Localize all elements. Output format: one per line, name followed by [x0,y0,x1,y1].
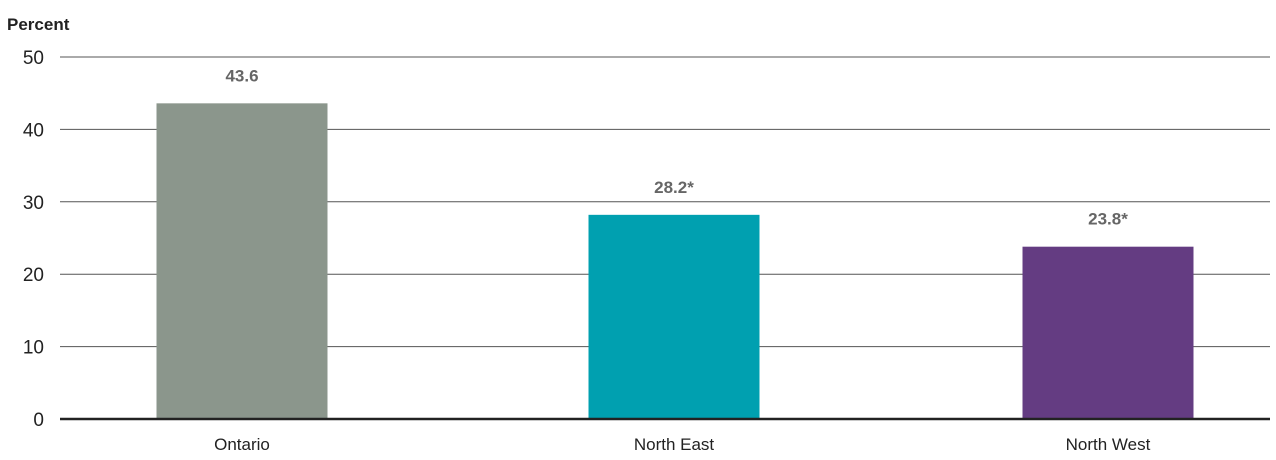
category-label: North East [634,435,715,454]
y-axis-title: Percent [7,15,70,34]
bar-north-west [1022,246,1194,419]
category-labels: Ontario North East North West [214,435,1151,454]
y-tick-label: 20 [23,265,44,286]
category-label: Ontario [214,435,270,454]
data-label: 43.6 [225,66,258,85]
y-axis-ticks: 0 10 20 30 40 50 [23,48,44,431]
bars [156,103,1194,419]
data-label: 23.8* [1088,210,1128,229]
y-tick-label: 50 [23,48,44,69]
bar-ontario [156,103,328,419]
bar-north-east [588,214,760,419]
y-tick-label: 30 [23,193,44,214]
category-label: North West [1066,435,1151,454]
y-tick-label: 40 [23,120,44,141]
y-tick-label: 10 [23,338,44,359]
y-tick-label: 0 [33,410,44,431]
data-labels: 43.6 28.2* 23.8* [225,66,1128,228]
data-label: 28.2* [654,178,694,197]
